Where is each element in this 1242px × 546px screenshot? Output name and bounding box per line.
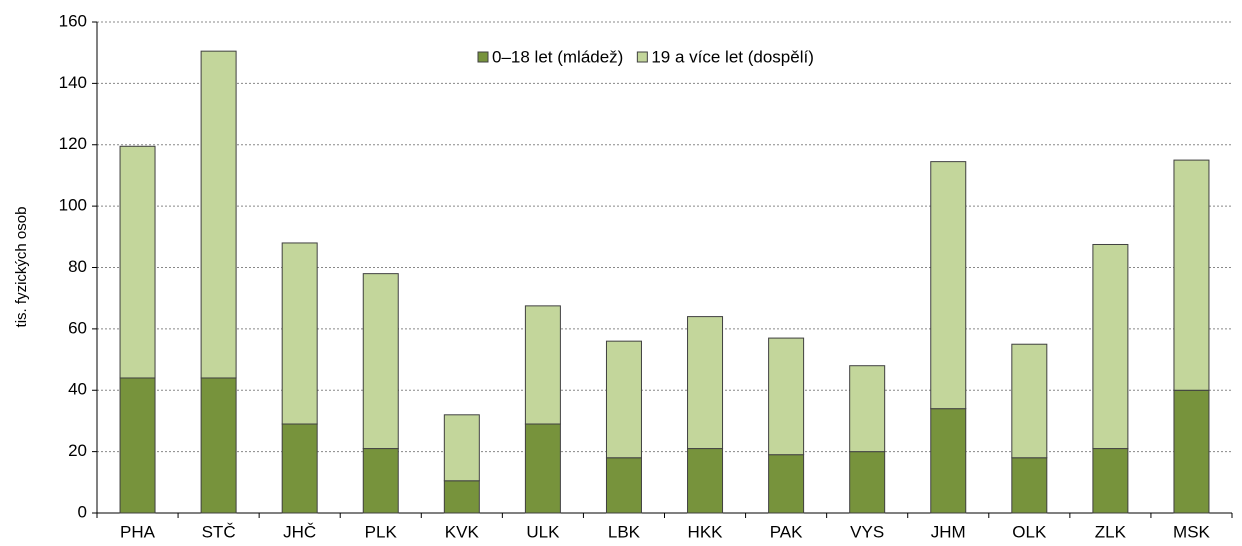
x-tick-label: ZLK (1095, 522, 1127, 541)
x-tick-label: JHČ (283, 522, 316, 541)
x-tick-label: VYS (850, 522, 884, 541)
bar-segment (443, 480, 480, 514)
y-axis-label: tis. fyzických osob (13, 207, 30, 328)
bar-segment (930, 408, 967, 514)
y-tick-label: 160 (59, 11, 87, 30)
x-tick-label: HKK (688, 522, 724, 541)
y-tick-label: 40 (68, 380, 87, 399)
x-tick-label: OLK (1012, 522, 1047, 541)
bar-segment (687, 448, 724, 514)
bar-segment (1011, 457, 1048, 514)
bar-segment (200, 377, 237, 514)
y-tick-label: 120 (59, 134, 87, 153)
x-tick-label: PLK (365, 522, 398, 541)
bar-segment (1173, 159, 1210, 391)
bar-segment (849, 451, 886, 514)
legend-label: 0–18 let (mládež) (492, 47, 623, 66)
bar-segment (524, 305, 561, 425)
bar-segment (1011, 343, 1048, 459)
x-tick-label: STČ (202, 522, 236, 541)
bar-segment (119, 145, 156, 379)
x-tick-label: PHA (120, 522, 156, 541)
y-tick-label: 20 (68, 441, 87, 460)
y-tick-label: 60 (68, 318, 87, 337)
y-tick-label: 0 (78, 502, 87, 521)
bar-segment (1092, 448, 1129, 514)
bar-segment (1173, 389, 1210, 514)
x-tick-label: JHM (931, 522, 966, 541)
bar-segment (930, 161, 967, 410)
bar-segment (768, 337, 805, 456)
x-tick-label: MSK (1173, 522, 1211, 541)
x-tick-label: KVK (445, 522, 480, 541)
y-tick-label: 100 (59, 196, 87, 215)
legend-label: 19 a více let (dospělí) (651, 47, 814, 66)
bar-segment (849, 365, 886, 453)
bar-segment (119, 377, 156, 514)
bar-segment (443, 414, 480, 482)
y-tick-label: 140 (59, 73, 87, 92)
bar-segment (524, 423, 561, 514)
legend-swatch (477, 51, 489, 63)
x-tick-label: ULK (526, 522, 560, 541)
bar-segment (1092, 243, 1129, 450)
bar-segment (687, 316, 724, 450)
bar-segment (768, 454, 805, 514)
legend-swatch (636, 51, 648, 63)
x-tick-label: PAK (770, 522, 803, 541)
y-tick-label: 80 (68, 257, 87, 276)
bar-segment (362, 448, 399, 514)
bar-segment (362, 273, 399, 450)
bar-segment (200, 50, 237, 379)
bar-segment (281, 423, 318, 514)
bar-segment (605, 457, 642, 514)
bar-segment (281, 242, 318, 425)
x-tick-label: LBK (608, 522, 641, 541)
bar-segment (605, 340, 642, 459)
